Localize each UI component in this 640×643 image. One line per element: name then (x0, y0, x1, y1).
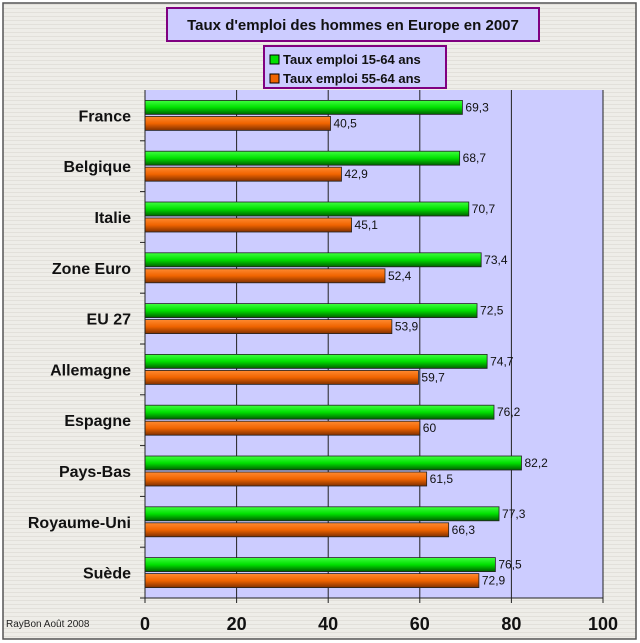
legend-swatch-green (269, 54, 280, 65)
chart-title: Taux d'emploi des hommes en Europe en 20… (187, 17, 519, 34)
legend-box (263, 45, 447, 89)
data-label: 73,4 (484, 253, 508, 267)
data-label: 60 (423, 421, 437, 435)
bar-55-64 (144, 217, 352, 233)
plot-area (145, 90, 603, 598)
category-label: Pays-Bas (59, 464, 131, 481)
bar-55-64 (144, 268, 386, 284)
credit: RayBon Août 2008 (6, 619, 90, 630)
bar-15-64 (144, 455, 522, 471)
data-label: 53,9 (395, 320, 419, 334)
bar-15-64 (144, 404, 495, 420)
data-label: 69,3 (465, 100, 489, 114)
bar-15-64 (144, 557, 496, 572)
data-label: 52,4 (388, 269, 412, 283)
legend-label-55-64: Taux emploi 55-64 ans (283, 71, 421, 86)
bar-55-64 (144, 116, 331, 131)
bar-15-64 (144, 150, 461, 166)
category-label: Zone Euro (52, 261, 131, 278)
data-label: 70,7 (472, 202, 496, 216)
bar-55-64 (144, 471, 428, 487)
bar-15-64 (144, 353, 488, 369)
data-label: 59,7 (421, 370, 445, 384)
x-tick-label: 20 (227, 614, 247, 634)
x-tick-label: 40 (318, 614, 338, 634)
category-label: Italie (95, 210, 132, 227)
title-box (166, 7, 540, 42)
x-tick-label: 0 (140, 614, 150, 634)
data-label: 76,2 (497, 405, 521, 419)
bar-55-64 (144, 319, 393, 335)
bar-55-64 (144, 573, 480, 588)
bar-15-64 (144, 201, 470, 217)
category-label: Allemagne (50, 362, 131, 379)
data-label: 40,5 (333, 116, 357, 130)
bar-15-64 (144, 506, 500, 522)
data-label: 42,9 (344, 167, 368, 181)
legend-label-15-64: Taux emploi 15-64 ans (283, 52, 421, 67)
data-label: 72,5 (480, 304, 504, 318)
x-tick-label: 60 (410, 614, 430, 634)
data-label: 74,7 (490, 354, 514, 368)
data-label: 72,9 (482, 574, 506, 588)
bar-15-64 (144, 100, 463, 115)
category-label: France (79, 108, 132, 125)
legend-swatch-orange (269, 73, 280, 84)
x-tick-label: 80 (501, 614, 521, 634)
category-label: Suède (83, 566, 131, 583)
data-label: 77,3 (502, 507, 526, 521)
category-label: EU 27 (87, 312, 132, 329)
bar-55-64 (144, 166, 342, 182)
bar-15-64 (144, 303, 478, 319)
category-label: Espagne (64, 413, 131, 430)
bar-55-64 (144, 369, 419, 385)
bar-55-64 (144, 420, 421, 436)
data-label: 68,7 (463, 151, 487, 165)
bar-15-64 (144, 252, 482, 268)
x-tick-label: 100 (588, 614, 618, 634)
data-label: 61,5 (430, 472, 454, 486)
category-label: Belgique (63, 159, 131, 176)
category-label: Royaume-Uni (28, 515, 131, 532)
data-label: 66,3 (452, 523, 476, 537)
data-label: 82,2 (524, 456, 548, 470)
bar-55-64 (144, 522, 450, 538)
data-label: 76,5 (498, 558, 522, 572)
data-label: 45,1 (355, 218, 379, 232)
